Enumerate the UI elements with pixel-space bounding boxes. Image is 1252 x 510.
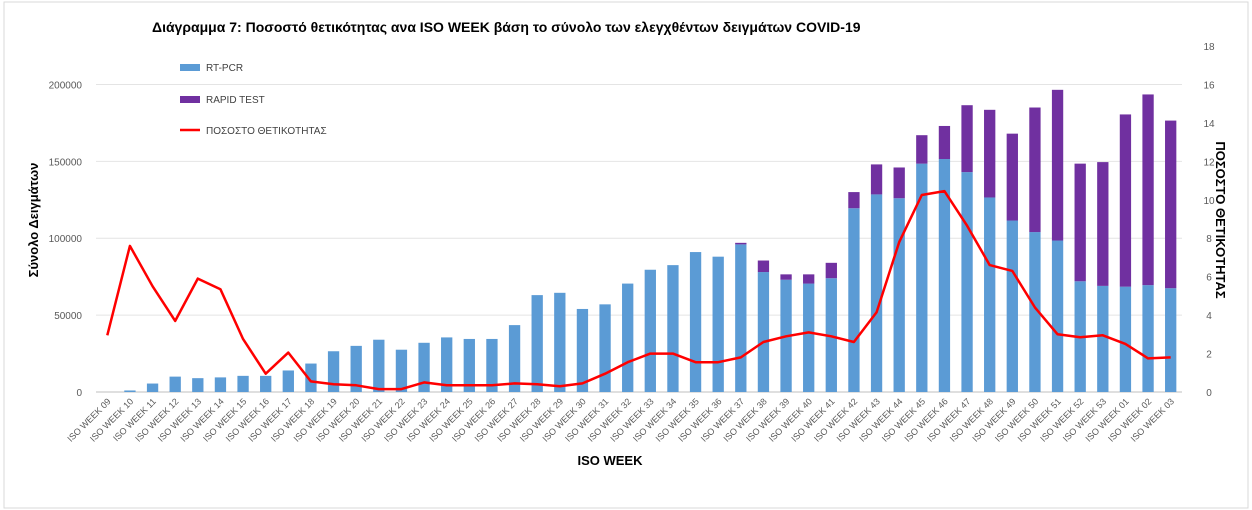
bar-rapid-test — [1097, 162, 1109, 286]
y2-tick-label: 8 — [1206, 234, 1212, 245]
bar-rt-pcr — [418, 342, 430, 392]
gridlines — [96, 83, 1182, 393]
x-axis-title: ISO WEEK — [577, 453, 643, 468]
bar-rt-pcr — [373, 339, 385, 392]
bar-rt-pcr — [169, 376, 181, 392]
y2-tick-label: 4 — [1206, 311, 1212, 322]
bar-rt-pcr — [667, 265, 679, 392]
y2-tick-label: 0 — [1206, 388, 1212, 399]
bar-rapid-test — [1051, 89, 1064, 241]
y2-tick-label: 12 — [1203, 157, 1215, 168]
bar-rt-pcr — [214, 377, 227, 392]
bar-rt-pcr — [146, 383, 159, 392]
bar-rt-pcr — [803, 283, 815, 392]
bar-rt-pcr — [508, 325, 521, 392]
bar-rapid-test — [961, 105, 973, 173]
legend-label-positivity: ΠΟΣΟΣΤΟ ΘΕΤΙΚΟΤΗΤΑΣ — [206, 126, 327, 137]
bar-rt-pcr — [282, 370, 294, 392]
positivity-line — [106, 189, 1171, 391]
bar-rapid-test — [984, 109, 996, 198]
bar-rt-pcr — [260, 375, 272, 392]
y-axis-title: Σύνολο Δειγμάτων — [26, 163, 41, 278]
legend: RT-PCR RAPID TEST ΠΟΣΟΣΤΟ ΘΕΤΙΚΟΤΗΤΑΣ — [180, 63, 327, 137]
bar-rt-pcr — [848, 208, 860, 392]
y2-tick-label: 10 — [1203, 196, 1215, 207]
y2-tick-label: 2 — [1206, 350, 1212, 361]
bar-rt-pcr — [1029, 232, 1041, 392]
bar-rt-pcr — [1119, 286, 1132, 392]
bar-rt-pcr — [576, 308, 589, 392]
bar-rt-pcr — [463, 338, 475, 392]
line-layer — [106, 189, 1171, 391]
y2-tick-label: 14 — [1203, 119, 1215, 130]
bar-rapid-test — [757, 260, 770, 273]
bar-rt-pcr — [350, 345, 362, 392]
y-tick-label: 100000 — [49, 234, 83, 245]
bar-rt-pcr — [441, 337, 453, 392]
bar-rt-pcr — [712, 256, 724, 392]
y-tick-label: 50000 — [54, 311, 82, 322]
bar-rt-pcr — [599, 304, 611, 392]
legend-label-rt-pcr: RT-PCR — [206, 63, 243, 74]
bar-rt-pcr — [938, 159, 951, 392]
y-axis-right: 0 2 4 6 8 10 12 14 16 18 — [1203, 42, 1215, 399]
bar-rapid-test — [870, 164, 883, 195]
bar-rt-pcr — [1051, 240, 1064, 392]
bar-rt-pcr — [531, 295, 543, 392]
y-tick-label: 150000 — [49, 157, 83, 168]
bar-rapid-test — [1119, 114, 1132, 287]
bar-rt-pcr — [1097, 285, 1109, 392]
y2-tick-label: 6 — [1206, 273, 1212, 284]
bar-rapid-test — [825, 262, 837, 279]
bar-rapid-test — [916, 135, 928, 164]
y2-tick-label: 18 — [1203, 42, 1215, 53]
bar-rt-pcr — [1165, 288, 1177, 392]
bar-rapid-test — [893, 167, 905, 199]
bar-rapid-test — [1142, 94, 1154, 286]
bar-rt-pcr — [961, 172, 973, 392]
bar-rt-pcr — [305, 363, 317, 392]
bar-rt-pcr — [1006, 220, 1018, 392]
y2-axis-title: ΠΟΣΟΣΤΟ ΘΕΤΙΚΟΤΗΤΑΣ — [1213, 141, 1228, 299]
bar-rapid-test — [848, 192, 860, 209]
bar-rapid-test — [1006, 133, 1018, 221]
bar-rt-pcr — [327, 351, 340, 392]
bar-rt-pcr — [486, 338, 498, 392]
bar-rt-pcr — [622, 283, 634, 392]
bar-rt-pcr — [644, 269, 656, 392]
chart-title: Διάγραμμα 7: Ποσοστό θετικότητας ανα ISO… — [152, 19, 861, 35]
bar-rt-pcr — [870, 194, 883, 392]
bar-rt-pcr — [1142, 285, 1154, 392]
bar-rt-pcr — [735, 244, 747, 392]
bar-rt-pcr — [395, 349, 408, 392]
legend-swatch-rt-pcr — [180, 64, 200, 71]
y2-tick-label: 16 — [1203, 80, 1215, 91]
bar-rt-pcr — [984, 197, 996, 392]
bar-rt-pcr — [237, 375, 249, 392]
bar-rt-pcr — [916, 163, 928, 392]
bar-rt-pcr — [757, 272, 770, 392]
bar-rapid-test — [1165, 120, 1177, 289]
legend-label-rapid-test: RAPID TEST — [206, 95, 265, 106]
y-tick-label: 0 — [76, 388, 82, 399]
bar-rt-pcr — [124, 390, 136, 392]
chart-border — [3, 1, 1249, 509]
bar-rapid-test — [1074, 163, 1086, 282]
bar-rt-pcr — [893, 198, 905, 392]
bar-rapid-test — [735, 242, 747, 245]
y-tick-label: 200000 — [49, 80, 83, 91]
bar-rt-pcr — [689, 252, 702, 392]
bar-rapid-test — [1029, 107, 1041, 233]
y-axis-left: 0 50000 100000 150000 200000 — [49, 80, 83, 399]
bar-rt-pcr — [554, 292, 566, 392]
bar-rapid-test — [938, 125, 951, 160]
bar-rapid-test — [780, 274, 792, 280]
bar-rt-pcr — [192, 378, 204, 392]
bar-rapid-test — [803, 274, 815, 284]
legend-swatch-rapid-test — [180, 96, 200, 103]
bars-layer — [124, 89, 1177, 392]
